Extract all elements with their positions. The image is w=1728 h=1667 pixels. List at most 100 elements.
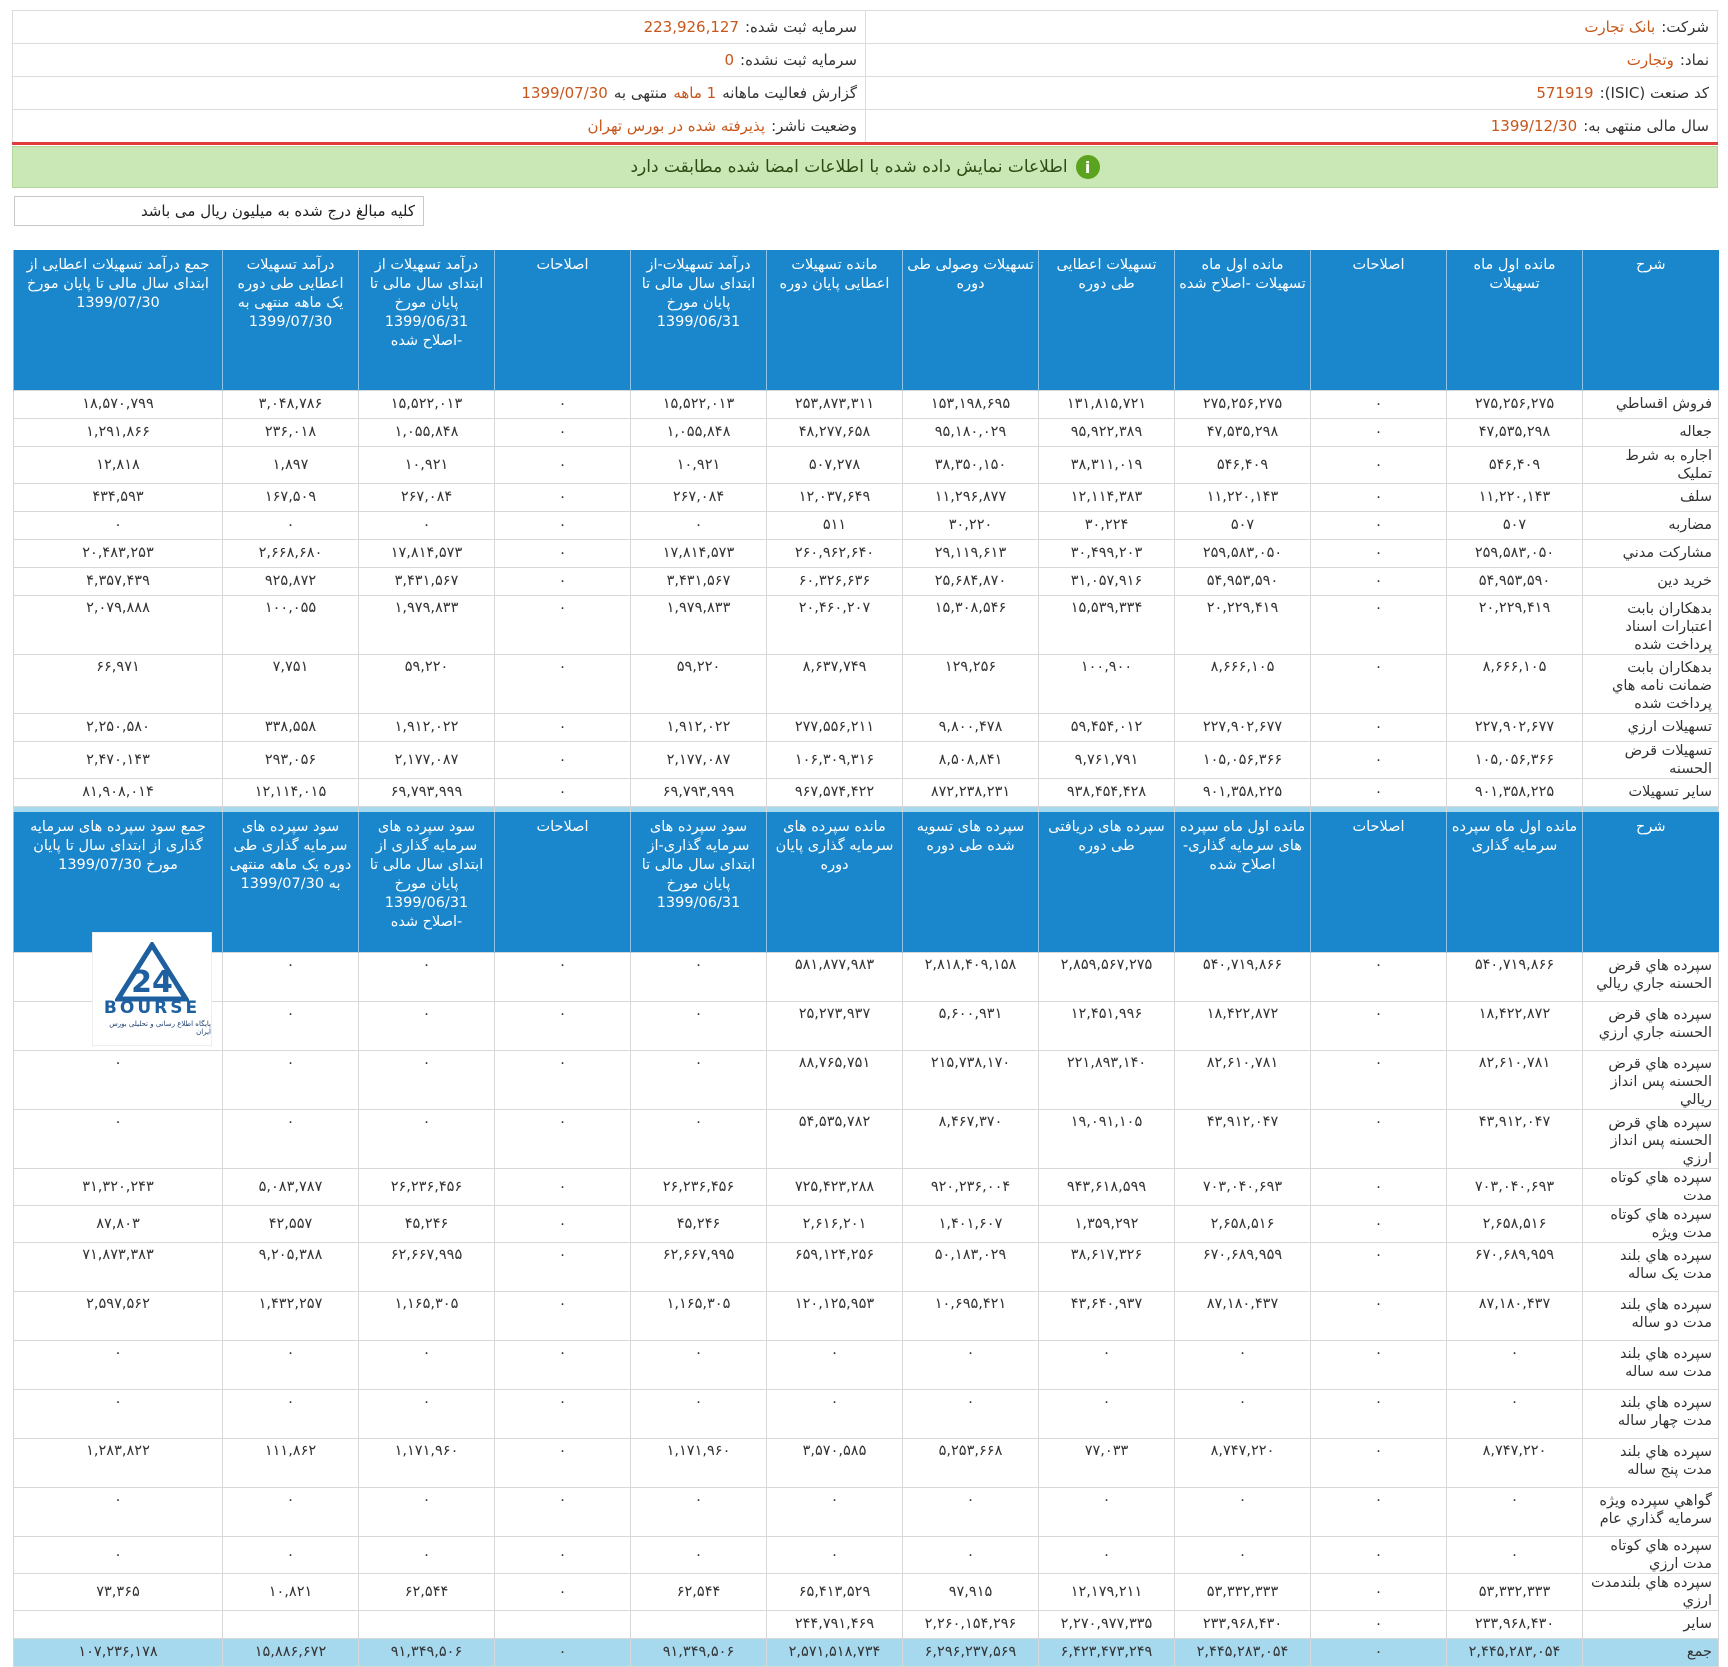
table-cell: ۸,۶۳۷,۷۴۹ xyxy=(766,653,903,714)
table-cell: ۱۰,۸۲۱ xyxy=(222,1572,359,1611)
table-cell: ۱,۹۷۹,۸۳۳ xyxy=(358,594,495,655)
row-label: جعاله xyxy=(1582,417,1719,447)
total-label: جمع xyxy=(1582,1637,1719,1667)
row-label: فروش اقساطي xyxy=(1582,389,1719,419)
table-cell: ۲,۸۵۹,۵۶۷,۲۷۵ xyxy=(1038,951,1175,1002)
table-cell: ۶۲,۵۴۴ xyxy=(358,1572,495,1611)
table-cell: ۵۴,۵۳۵,۷۸۲ xyxy=(766,1108,903,1169)
table-cell: ۵,۲۵۳,۶۶۸ xyxy=(902,1437,1039,1488)
table-cell: ۱,۲۹۱,۸۶۶ xyxy=(13,417,223,447)
table-cell: ۸۱,۹۰۸,۰۱۴ xyxy=(13,777,223,807)
row-label: گواهي سپرده ويژه سرمايه گذاري عام xyxy=(1582,1486,1719,1537)
table-row: سپرده هاي کوتاه مدت ارزي ۰ ۰ ۰ ۰ ۰ ۰ ۰ ۰ ۰ ۰ ۰ xyxy=(13,1535,1719,1574)
table-cell: ۰ xyxy=(766,1486,903,1537)
table-cell: ۲,۱۷۷,۰۸۷ xyxy=(630,740,767,779)
signature-match-notice: i اطلاعات نمایش داده شده با اطلاعات امضا… xyxy=(12,146,1718,188)
table-cell: ۹۷,۹۱۵ xyxy=(902,1572,1039,1611)
table-row: سپرده هاي قرض الحسنه پس انداز ارزي ۴۳,۹۱۲… xyxy=(13,1108,1719,1169)
table-cell: ۵۰۷ xyxy=(1174,510,1311,540)
table-cell: ۱۲,۸۱۸ xyxy=(13,445,223,484)
table-cell: ۵۰۷ xyxy=(1446,510,1583,540)
table-row: مضاربه ۵۰۷ ۰ ۵۰۷ ۳۰,۲۲۴ ۳۰,۲۲۰ ۵۱۱ ۰ ۰ ۰ ۰ ۰ xyxy=(13,510,1719,540)
table2-header-col-10: سود سپرده های سرمایه گذاری طی دوره یک ما… xyxy=(222,812,359,952)
table2-header-col-8: اصلاحات xyxy=(494,812,631,952)
table-cell: ۲۷۷,۵۵۶,۲۱۱ xyxy=(766,712,903,742)
table-cell: ۰ xyxy=(1310,482,1447,512)
table-cell: ۹۴۳,۶۱۸,۵۹۹ xyxy=(1038,1167,1175,1206)
table-cell: ۵,۰۸۳,۷۸۷ xyxy=(222,1167,359,1206)
table-cell: ۸۸,۷۶۵,۷۵۱ xyxy=(766,1049,903,1110)
table-cell: ۰ xyxy=(630,1108,767,1169)
table-cell: ۶۰,۳۲۶,۶۳۶ xyxy=(766,566,903,596)
notice-text: اطلاعات نمایش داده شده با اطلاعات امضا ش… xyxy=(630,157,1068,177)
table-cell: ۶۹,۷۹۳,۹۹۹ xyxy=(630,777,767,807)
table-cell: ۰ xyxy=(1174,1486,1311,1537)
company-cell: شرکت: بانک تجارت xyxy=(865,11,1717,43)
table-row: سپرده هاي بلند مدت چهار ساله ۰ ۰ ۰ ۰ ۰ ۰ ۰ ۰ ۰ ۰ ۰ xyxy=(13,1388,1719,1439)
row-label: سپرده هاي قرض الحسنه جاري ارزي xyxy=(1582,1000,1719,1051)
table-cell: ۰ xyxy=(902,1535,1039,1574)
table-cell: ۰ xyxy=(1310,1167,1447,1206)
table-cell: ۱۲,۰۳۷,۶۴۹ xyxy=(766,482,903,512)
table-cell: ۲۶,۲۳۶,۴۵۶ xyxy=(630,1167,767,1206)
table-cell: ۰ xyxy=(222,1049,359,1110)
table-cell: ۰ xyxy=(1310,510,1447,540)
table-cell: ۲۵,۲۷۳,۹۳۷ xyxy=(766,1000,903,1051)
table-cell: ۱,۰۵۵,۸۴۸ xyxy=(630,417,767,447)
report-period-value: 1 ماهه xyxy=(673,84,717,102)
row-label: سپرده هاي بلند مدت يک ساله xyxy=(1582,1241,1719,1292)
table2-header-col-1: مانده اول ماه سپرده سرمایه گذاری xyxy=(1446,812,1583,952)
table-cell: ۰ xyxy=(222,951,359,1002)
fiscal-year-cell: سال مالی منتهی به: 1399/12/30 xyxy=(865,110,1717,142)
table-cell: ۳۸,۶۱۷,۳۲۶ xyxy=(1038,1241,1175,1292)
table-cell: ۰ xyxy=(1310,1000,1447,1051)
table-cell: ۱۸,۴۲۲,۸۷۲ xyxy=(1446,1000,1583,1051)
table-cell: ۵۴۶,۴۰۹ xyxy=(1446,445,1583,484)
table-cell: ۲۶,۲۳۶,۴۵۶ xyxy=(358,1167,495,1206)
table-cell: ۱۷,۸۱۴,۵۷۳ xyxy=(630,538,767,568)
registered-capital-cell: سرمایه ثبت شده: 223,926,127 xyxy=(13,11,865,43)
table-cell: ۰ xyxy=(766,1339,903,1390)
table-row: سپرده هاي قرض الحسنه جاري ارزي ۱۸,۴۲۲,۸۷۲… xyxy=(13,1000,1719,1051)
table-cell: ۱,۴۰۱,۶۰۷ xyxy=(902,1204,1039,1243)
table-cell: ۳۱,۰۵۷,۹۱۶ xyxy=(1038,566,1175,596)
table1-header-col-6: مانده تسهیلات اعطایی پایان دوره xyxy=(766,250,903,390)
table-cell: ۲۷۵,۲۵۶,۲۷۵ xyxy=(1174,389,1311,419)
table-cell: ۰ xyxy=(1446,1486,1583,1537)
info-icon: i xyxy=(1075,155,1100,179)
total-cell: ۰ xyxy=(1310,1637,1447,1667)
total-cell: ۶,۲۹۶,۲۳۷,۵۶۹ xyxy=(902,1637,1039,1667)
table-row: ساير تسهيلات ۹۰۱,۳۵۸,۲۲۵ ۰ ۹۰۱,۳۵۸,۲۲۵ ۹۳۸,۴… xyxy=(13,777,1719,807)
table-cell: ۱۹,۰۹۱,۱۰۵ xyxy=(1038,1108,1175,1169)
table-cell: ۱۵,۵۳۹,۳۳۴ xyxy=(1038,594,1175,655)
company-value[interactable]: بانک تجارت xyxy=(1584,18,1656,36)
report-label: گزارش فعالیت ماهانه xyxy=(722,84,857,102)
table-cell: ۲۹,۱۱۹,۶۱۳ xyxy=(902,538,1039,568)
row-label: ساير xyxy=(1582,1609,1719,1639)
table-cell: ۰ xyxy=(1038,1486,1175,1537)
table-cell: ۲۶۷,۰۸۴ xyxy=(358,482,495,512)
table-cell: ۸,۷۴۷,۲۲۰ xyxy=(1446,1437,1583,1488)
table2-header-col-7: سود سپرده های سرمایه گذاری-از ابتدای سال… xyxy=(630,812,767,952)
table-cell: ۰ xyxy=(494,566,631,596)
table-cell: ۲,۶۵۸,۵۱۶ xyxy=(1174,1204,1311,1243)
symbol-value[interactable]: وتجارت xyxy=(1626,51,1674,69)
table-cell: ۶۷۰,۶۸۹,۹۵۹ xyxy=(1446,1241,1583,1292)
table-cell: ۰ xyxy=(358,1000,495,1051)
svg-text:24: 24 xyxy=(131,965,173,1000)
table-cell: ۰ xyxy=(630,1486,767,1537)
row-label: سپرده هاي کوتاه مدت xyxy=(1582,1167,1719,1206)
table-cell: ۵۱۱ xyxy=(766,510,903,540)
table-cell: ۱,۱۶۵,۳۰۵ xyxy=(630,1290,767,1341)
table-cell: ۷۱,۸۷۳,۳۸۳ xyxy=(13,1241,223,1292)
table-row: تسهيلات ارزي ۲۲۷,۹۰۲,۶۷۷ ۰ ۲۲۷,۹۰۲,۶۷۷ ۵۹,۴۵… xyxy=(13,712,1719,742)
registered-capital-label: سرمایه ثبت شده: xyxy=(745,18,857,36)
table-cell: ۲۵,۶۸۴,۸۷۰ xyxy=(902,566,1039,596)
table-cell: ۱,۱۶۵,۳۰۵ xyxy=(358,1290,495,1341)
table-cell: ۷۷,۰۳۳ xyxy=(1038,1437,1175,1488)
table-cell: ۱۱,۲۹۶,۸۷۷ xyxy=(902,482,1039,512)
row-label: سپرده هاي بلندمدت ارزي xyxy=(1582,1572,1719,1611)
table-cell: ۰ xyxy=(494,740,631,779)
table-cell: ۰ xyxy=(1174,1388,1311,1439)
table-cell: ۱۸,۵۷۰,۷۹۹ xyxy=(13,389,223,419)
